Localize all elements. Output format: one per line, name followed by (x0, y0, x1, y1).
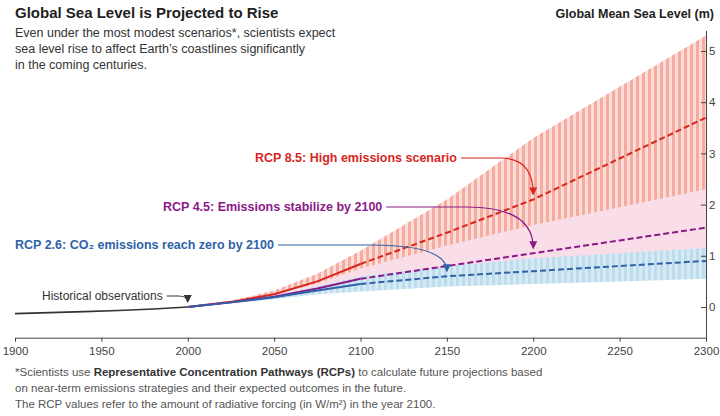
y-tick-mark (701, 153, 706, 154)
footnote-segment: on near-term emissions strategies and th… (15, 382, 406, 394)
annotations: Historical observations RCP 8.5: High emi… (15, 151, 533, 303)
y-tick-label: 3 (709, 148, 715, 160)
y-tick: 0 (701, 301, 715, 313)
footnote-segment: The RCP values refer to the amount of ra… (15, 398, 435, 410)
x-tick: 1900 (3, 338, 29, 357)
footnote-segment: to calculate future projections based (355, 366, 542, 378)
x-tick-mark (15, 338, 16, 342)
y-axis-line (706, 31, 707, 338)
x-tick: 2300 (694, 338, 720, 357)
x-tick: 2250 (607, 338, 633, 357)
annotation-arrow (461, 158, 533, 194)
footnote: on near-term emissions strategies and th… (15, 382, 406, 394)
series-label: Historical observations (42, 289, 163, 303)
x-tick-mark (274, 338, 275, 342)
footnote-segment: *Scientists use (15, 366, 94, 378)
footnote: *Scientists use Representative Concentra… (15, 366, 542, 378)
y-tick-mark (701, 307, 706, 308)
x-tick: 2150 (435, 338, 461, 357)
y-tick-label: 4 (709, 96, 716, 108)
x-tick: 2050 (262, 338, 288, 357)
x-tick: 1950 (89, 338, 115, 357)
y-tick-label: 1 (709, 250, 715, 262)
y-axis-title: Global Mean Sea Level (m) (556, 7, 714, 21)
x-tick-mark (188, 338, 189, 342)
y-axis: 0 1 2 3 4 5 (701, 31, 716, 338)
x-tick-mark (620, 338, 621, 342)
y-tick: 3 (701, 148, 715, 160)
footnote-segment: Representative Concentration Pathways (R… (94, 366, 356, 378)
series-label: RCP 8.5: High emissions scenario (255, 151, 457, 165)
annotation-arrow (167, 296, 188, 302)
footnote: The RCP values refer to the amount of ra… (15, 398, 435, 410)
y-tick-label: 5 (709, 45, 715, 57)
series-line (188, 264, 361, 307)
y-tick-mark (701, 51, 706, 52)
series-line (15, 307, 188, 314)
chart-title: Global Sea Level is Projected to Rise (15, 4, 278, 21)
y-tick-mark (701, 205, 706, 206)
x-tick-label: 2050 (262, 345, 288, 357)
y-tick-label: 2 (709, 199, 715, 211)
annotation-arrow (278, 245, 447, 271)
x-tick-label: 2000 (175, 345, 201, 357)
x-tick-label: 2150 (435, 345, 461, 357)
series-line (361, 261, 707, 284)
x-tick-label: 2250 (607, 345, 633, 357)
series-line (361, 118, 707, 264)
x-tick: 2100 (348, 338, 374, 357)
chart-svg: 1900 1950 2000 2050 2100 2150 2200 2250 2300 0 1 2 3… (0, 0, 720, 416)
chart-subtitle: Even under the most modest scenarios*, s… (15, 26, 336, 40)
y-tick: 5 (701, 45, 715, 57)
series-line (188, 279, 361, 307)
series-label: RCP 2.6: CO₂ emissions reach zero by 210… (15, 238, 274, 252)
y-tick: 2 (701, 199, 715, 211)
series-line (188, 284, 361, 307)
plot-area (15, 36, 706, 314)
x-tick-mark (447, 338, 448, 342)
chart-subtitle: sea level rise to affect Earth’s coastli… (15, 42, 306, 56)
uncertainty-band (188, 248, 706, 307)
y-tick-label: 0 (709, 301, 715, 313)
x-tick-label: 2100 (348, 345, 374, 357)
x-tick-mark (361, 338, 362, 342)
x-tick-mark (533, 338, 534, 342)
chart-subtitle: in the coming centuries. (15, 58, 147, 72)
x-tick-mark (706, 338, 707, 342)
x-tick-label: 1900 (3, 345, 29, 357)
chart-container: 1900 1950 2000 2050 2100 2150 2200 2250 2300 0 1 2 3… (0, 0, 720, 416)
x-tick-label: 2300 (694, 345, 720, 357)
series-label: RCP 4.5: Emissions stabilize by 2100 (163, 200, 382, 214)
x-tick-mark (101, 338, 102, 342)
x-tick: 2000 (175, 338, 201, 357)
y-tick-mark (701, 256, 706, 257)
y-tick: 1 (701, 250, 715, 262)
uncertainty-band (188, 36, 706, 307)
y-tick-mark (701, 102, 706, 103)
y-tick: 4 (701, 96, 716, 108)
x-tick-label: 1950 (89, 345, 115, 357)
x-tick: 2200 (521, 338, 547, 357)
annotation-arrow (386, 207, 533, 248)
x-tick-label: 2200 (521, 345, 547, 357)
x-axis: 1900 1950 2000 2050 2100 2150 2200 2250 2300 (3, 338, 720, 357)
